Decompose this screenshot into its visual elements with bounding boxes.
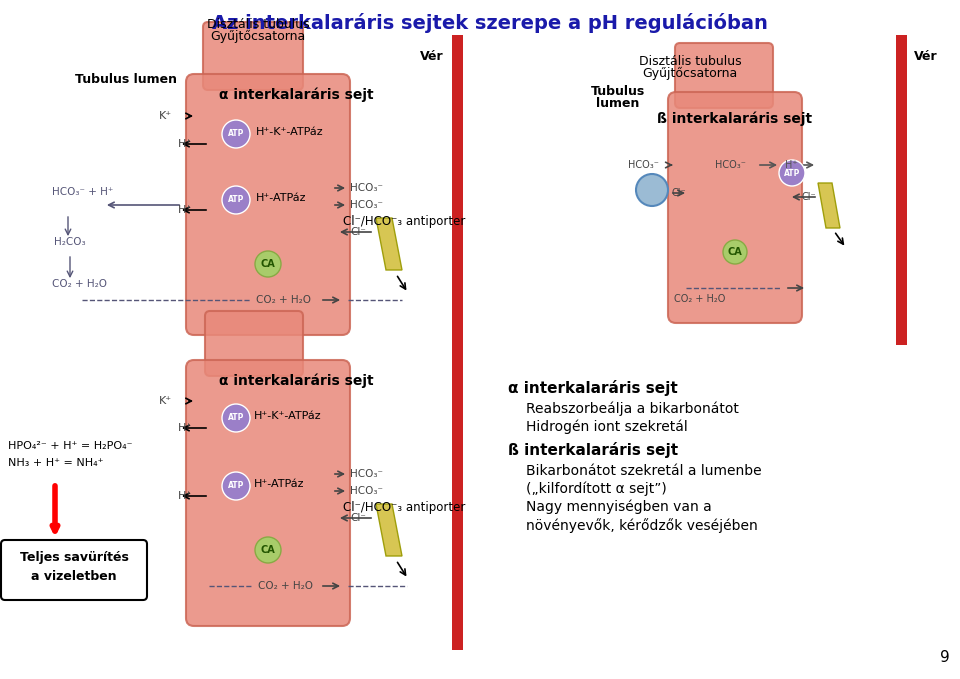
Text: H⁺: H⁺ — [785, 160, 798, 170]
FancyBboxPatch shape — [203, 22, 303, 90]
Text: Cl⁻: Cl⁻ — [350, 227, 366, 237]
Polygon shape — [376, 218, 402, 270]
Text: H⁺-K⁺-ATPáz: H⁺-K⁺-ATPáz — [254, 411, 322, 421]
Text: CA: CA — [260, 259, 276, 269]
Text: Reabszorbeálja a bikarbonátot: Reabszorbeálja a bikarbonátot — [526, 402, 739, 416]
Text: Disztális tubulus: Disztális tubulus — [206, 18, 309, 31]
FancyBboxPatch shape — [1, 540, 147, 600]
Text: CO₂ + H₂O: CO₂ + H₂O — [52, 279, 107, 289]
Text: Gyűjtőcsatorna: Gyűjtőcsatorna — [210, 30, 305, 43]
Text: Az interkalaráris sejtek szerepe a pH regulációban: Az interkalaráris sejtek szerepe a pH re… — [212, 13, 768, 33]
Text: HCO₃⁻: HCO₃⁻ — [350, 183, 383, 193]
Circle shape — [222, 472, 250, 500]
Text: ATP: ATP — [228, 130, 244, 139]
Text: ATP: ATP — [783, 168, 801, 177]
Text: Nagy mennyiségben van a: Nagy mennyiségben van a — [526, 500, 711, 515]
FancyBboxPatch shape — [186, 360, 350, 626]
Text: Hidrogén iont szekretál: Hidrogén iont szekretál — [526, 420, 687, 435]
Text: H⁺: H⁺ — [178, 205, 192, 215]
Text: H⁺: H⁺ — [178, 139, 192, 149]
Text: HPO₄²⁻ + H⁺ = H₂PO₄⁻: HPO₄²⁻ + H⁺ = H₂PO₄⁻ — [8, 441, 132, 451]
Text: ß interkalaráris sejt: ß interkalaráris sejt — [658, 112, 812, 126]
Text: Cl⁻: Cl⁻ — [671, 188, 685, 198]
Text: Cl⁻/HCO⁻₃ antiporter: Cl⁻/HCO⁻₃ antiporter — [343, 501, 466, 514]
Text: Tubulus lumen: Tubulus lumen — [75, 73, 177, 86]
FancyBboxPatch shape — [186, 74, 350, 335]
Circle shape — [222, 404, 250, 432]
Text: Disztális tubulus: Disztális tubulus — [638, 55, 741, 68]
Text: H⁺: H⁺ — [178, 491, 192, 501]
Text: ATP: ATP — [228, 414, 244, 422]
Text: HCO₃⁻: HCO₃⁻ — [628, 160, 659, 170]
Text: HCO₃⁻: HCO₃⁻ — [715, 160, 746, 170]
Text: a vizeletben: a vizeletben — [31, 570, 117, 583]
Text: HCO₃⁻: HCO₃⁻ — [350, 486, 383, 496]
Text: Tubulus: Tubulus — [590, 85, 645, 98]
Text: Vér: Vér — [420, 50, 444, 63]
Text: HCO₃⁻ + H⁺: HCO₃⁻ + H⁺ — [52, 187, 113, 197]
Circle shape — [222, 120, 250, 148]
Polygon shape — [376, 504, 402, 556]
Text: α interkalaráris sejt: α interkalaráris sejt — [219, 87, 373, 101]
Text: CA: CA — [728, 247, 742, 257]
Text: CO₂ + H₂O: CO₂ + H₂O — [256, 295, 311, 305]
Text: Vér: Vér — [914, 50, 938, 63]
Text: CO₂ + H₂O: CO₂ + H₂O — [674, 294, 726, 304]
FancyBboxPatch shape — [675, 43, 773, 108]
Text: H⁺-ATPáz: H⁺-ATPáz — [254, 479, 304, 489]
Text: K⁺: K⁺ — [158, 111, 172, 121]
Text: CO₂ + H₂O: CO₂ + H₂O — [258, 581, 313, 591]
Text: Bikarbonátot szekretál a lumenbe: Bikarbonátot szekretál a lumenbe — [526, 464, 761, 478]
Text: α interkalaráris sejt: α interkalaráris sejt — [508, 380, 678, 396]
Text: NH₃ + H⁺ = NH₄⁺: NH₃ + H⁺ = NH₄⁺ — [8, 458, 104, 468]
Text: Cl⁻/HCO⁻₃ antiporter: Cl⁻/HCO⁻₃ antiporter — [343, 215, 466, 228]
Text: ATP: ATP — [228, 481, 244, 490]
Text: Cl⁻: Cl⁻ — [350, 513, 366, 523]
Circle shape — [779, 160, 805, 186]
Circle shape — [255, 537, 281, 563]
Circle shape — [222, 186, 250, 214]
Text: növényevők, kérődzők veséjében: növényevők, kérődzők veséjében — [526, 518, 757, 533]
Text: lumen: lumen — [596, 97, 639, 110]
Bar — [452, 35, 463, 650]
Circle shape — [723, 240, 747, 264]
Polygon shape — [818, 183, 840, 228]
Text: Teljes savürítés: Teljes savürítés — [19, 551, 129, 564]
FancyBboxPatch shape — [205, 311, 303, 376]
Text: Cl⁻: Cl⁻ — [802, 192, 817, 202]
Text: CA: CA — [260, 545, 276, 555]
Text: K⁺: K⁺ — [158, 396, 172, 406]
Text: H⁺-ATPáz: H⁺-ATPáz — [256, 193, 306, 203]
Circle shape — [636, 174, 668, 206]
Text: H₂CO₃: H₂CO₃ — [54, 237, 85, 247]
Circle shape — [255, 251, 281, 277]
Text: HCO₃⁻: HCO₃⁻ — [350, 200, 383, 210]
Text: 9: 9 — [940, 650, 950, 665]
Text: α interkalaráris sejt: α interkalaráris sejt — [219, 373, 373, 388]
Text: H⁺-K⁺-ATPáz: H⁺-K⁺-ATPáz — [256, 127, 324, 137]
Bar — [896, 35, 907, 345]
Text: („kilfordított α sejt”): („kilfordított α sejt”) — [526, 482, 667, 496]
FancyBboxPatch shape — [668, 92, 802, 323]
Text: ATP: ATP — [228, 196, 244, 204]
Text: Gyűjtőcsatorna: Gyűjtőcsatorna — [642, 67, 737, 80]
Text: HCO₃⁻: HCO₃⁻ — [350, 469, 383, 479]
Text: H⁺: H⁺ — [178, 423, 192, 433]
Text: ß interkalaráris sejt: ß interkalaráris sejt — [508, 442, 678, 458]
